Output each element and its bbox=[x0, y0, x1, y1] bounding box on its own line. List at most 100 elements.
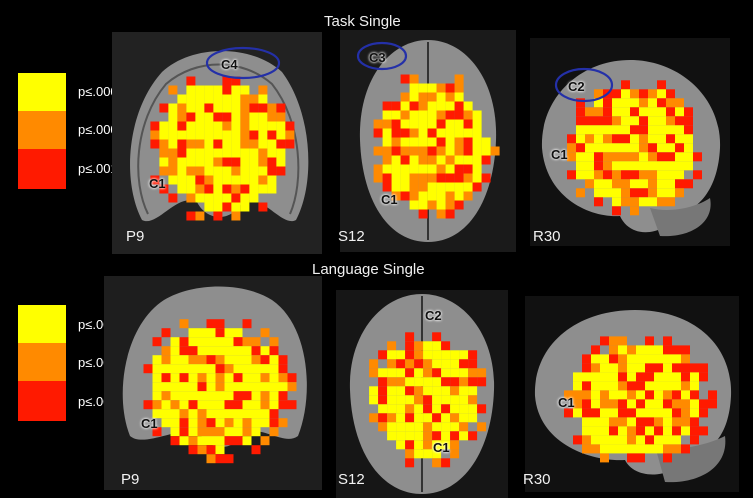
activation-voxel bbox=[242, 382, 252, 392]
activation-voxel bbox=[168, 121, 178, 131]
activation-voxel bbox=[582, 372, 591, 382]
activation-voxel bbox=[681, 426, 690, 436]
activation-voxel bbox=[481, 146, 491, 156]
activation-voxel bbox=[168, 139, 178, 149]
activation-voxel bbox=[432, 377, 442, 387]
activation-voxel bbox=[573, 381, 582, 391]
activation-voxel bbox=[159, 184, 169, 194]
activation-voxel bbox=[170, 382, 180, 392]
activation-voxel bbox=[600, 453, 609, 463]
activation-voxel bbox=[468, 386, 478, 396]
activation-voxel bbox=[423, 341, 433, 351]
activation-voxel bbox=[427, 119, 437, 129]
activation-voxel bbox=[684, 161, 693, 171]
activation-voxel bbox=[387, 413, 397, 423]
activation-voxel bbox=[382, 182, 392, 192]
activation-voxel bbox=[603, 98, 612, 108]
activation-voxel bbox=[269, 409, 279, 419]
activation-voxel bbox=[645, 426, 654, 436]
activation-voxel bbox=[445, 173, 455, 183]
activation-voxel bbox=[213, 202, 223, 212]
activation-voxel bbox=[594, 107, 603, 117]
activation-voxel bbox=[179, 409, 189, 419]
activation-voxel bbox=[276, 121, 286, 131]
activation-voxel bbox=[463, 119, 473, 129]
activation-voxel bbox=[177, 184, 187, 194]
activation-voxel bbox=[215, 454, 225, 464]
activation-voxel bbox=[630, 107, 639, 117]
activation-voxel bbox=[472, 110, 482, 120]
activation-voxel bbox=[396, 413, 406, 423]
activation-voxel bbox=[170, 436, 180, 446]
activation-voxel bbox=[639, 116, 648, 126]
activation-voxel bbox=[621, 179, 630, 189]
activation-voxel bbox=[609, 444, 618, 454]
activation-voxel bbox=[621, 107, 630, 117]
brain-slice-coronal-language bbox=[104, 276, 322, 490]
activation-voxel bbox=[639, 107, 648, 117]
activation-voxel bbox=[396, 431, 406, 441]
activation-voxel bbox=[672, 426, 681, 436]
activation-voxel bbox=[240, 184, 250, 194]
activation-voxel bbox=[369, 413, 379, 423]
activation-voxel bbox=[445, 119, 455, 129]
activation-voxel bbox=[251, 346, 261, 356]
activation-voxel bbox=[585, 143, 594, 153]
activation-voxel bbox=[222, 148, 232, 158]
activation-voxel bbox=[663, 444, 672, 454]
activation-voxel bbox=[382, 110, 392, 120]
activation-voxel bbox=[627, 345, 636, 355]
activation-voxel bbox=[152, 337, 162, 347]
activation-voxel bbox=[450, 404, 460, 414]
activation-voxel bbox=[684, 125, 693, 135]
activation-voxel bbox=[441, 458, 451, 468]
activation-voxel bbox=[204, 139, 214, 149]
activation-voxel bbox=[436, 110, 446, 120]
activation-voxel bbox=[204, 103, 214, 113]
activation-voxel bbox=[391, 155, 401, 165]
activation-voxel bbox=[177, 157, 187, 167]
activation-voxel bbox=[594, 98, 603, 108]
activation-voxel bbox=[276, 139, 286, 149]
activation-voxel bbox=[400, 110, 410, 120]
activation-voxel bbox=[405, 368, 415, 378]
activation-voxel bbox=[690, 417, 699, 427]
activation-voxel bbox=[582, 354, 591, 364]
activation-voxel bbox=[188, 364, 198, 374]
activation-voxel bbox=[161, 391, 171, 401]
activation-voxel bbox=[197, 382, 207, 392]
activation-voxel bbox=[690, 408, 699, 418]
activation-voxel bbox=[708, 399, 717, 409]
activation-voxel bbox=[152, 391, 162, 401]
activation-voxel bbox=[387, 341, 397, 351]
activation-voxel bbox=[195, 130, 205, 140]
activation-voxel bbox=[213, 184, 223, 194]
activation-voxel bbox=[409, 191, 419, 201]
activation-voxel bbox=[612, 179, 621, 189]
activation-voxel bbox=[663, 399, 672, 409]
activation-voxel bbox=[414, 377, 424, 387]
activation-map bbox=[567, 80, 702, 216]
activation-voxel bbox=[249, 175, 259, 185]
activation-voxel bbox=[618, 390, 627, 400]
activation-voxel bbox=[204, 85, 214, 95]
activation-voxel bbox=[468, 350, 478, 360]
activation-voxel bbox=[258, 166, 268, 176]
activation-voxel bbox=[639, 89, 648, 99]
roi-outline-c4 bbox=[205, 46, 281, 80]
activation-voxel bbox=[708, 390, 717, 400]
activation-voxel bbox=[177, 148, 187, 158]
activation-voxel bbox=[240, 112, 250, 122]
activation-voxel bbox=[621, 116, 630, 126]
activation-voxel bbox=[477, 404, 487, 414]
activation-voxel bbox=[168, 193, 178, 203]
activation-voxel bbox=[188, 418, 198, 428]
activation-voxel bbox=[197, 400, 207, 410]
activation-voxel bbox=[454, 74, 464, 84]
activation-voxel bbox=[222, 112, 232, 122]
activation-voxel bbox=[186, 130, 196, 140]
activation-voxel bbox=[278, 364, 288, 374]
activation-voxel bbox=[630, 152, 639, 162]
activation-voxel bbox=[168, 148, 178, 158]
activation-voxel bbox=[630, 134, 639, 144]
